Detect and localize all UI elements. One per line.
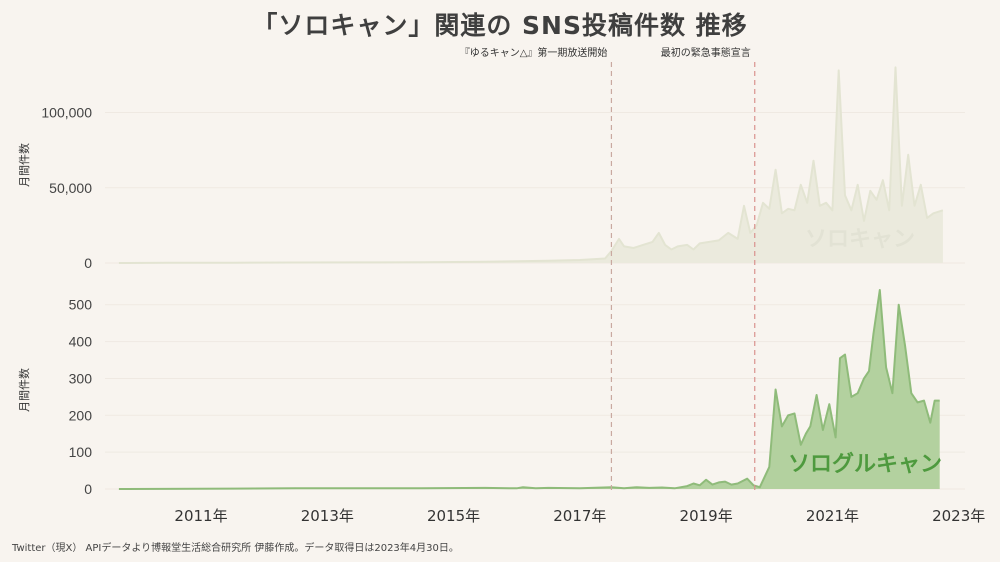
source-note: Twitter（現X） APIデータより博報堂生活総合研究所 伊藤作成。データ取… <box>12 543 459 554</box>
x-tick-labels: 2011年 2013年 2015年 2017年 2019年 2021年 2023年 <box>174 507 985 525</box>
x-tick-label: 2019年 <box>680 507 733 525</box>
series-area <box>118 67 943 264</box>
y-tick-label: 500 <box>69 297 93 313</box>
series-area <box>118 290 940 489</box>
y-tick-label: 300 <box>69 370 93 386</box>
top-y-tick-labels: 0 50,000 100,000 月間件数 <box>18 105 92 271</box>
x-tick-label: 2021年 <box>806 507 859 525</box>
y-tick-label: 100,000 <box>41 105 92 121</box>
y-tick-label: 400 <box>69 334 93 350</box>
chart-title: 「ソロキャン」関連の SNS投稿件数 推移 <box>252 11 748 40</box>
y-tick-label: 200 <box>69 407 93 423</box>
solo-camp-area <box>118 66 944 264</box>
solo-group-camp-area <box>118 289 940 490</box>
x-tick-label: 2011年 <box>174 507 227 525</box>
y-axis-label: 月間件数 <box>18 143 31 187</box>
event-markers: 『ゆるキャン△』第一期放送開始 最初の緊急事態宣言 <box>460 46 756 492</box>
y-tick-label: 0 <box>84 255 92 271</box>
x-tick-label: 2013年 <box>301 507 354 525</box>
x-tick-label: 2017年 <box>553 507 606 525</box>
y-axis-label: 月間件数 <box>18 368 31 412</box>
x-tick-label: 2023年 <box>932 507 985 525</box>
event-label: 最初の緊急事態宣言 <box>661 46 751 59</box>
series-line <box>118 66 944 264</box>
series-line <box>118 289 940 490</box>
y-tick-label: 50,000 <box>49 180 92 196</box>
x-tick-label: 2015年 <box>427 507 480 525</box>
series-label-solog: ソログルキャン <box>788 451 942 477</box>
y-tick-label: 100 <box>69 444 93 460</box>
y-tick-label: 0 <box>84 481 92 497</box>
series-label-solo: ソロキャン <box>805 227 915 252</box>
event-label: 『ゆるキャン△』第一期放送開始 <box>460 46 608 59</box>
bottom-y-tick-labels: 0 100 200 300 400 500 月間件数 <box>18 297 92 497</box>
